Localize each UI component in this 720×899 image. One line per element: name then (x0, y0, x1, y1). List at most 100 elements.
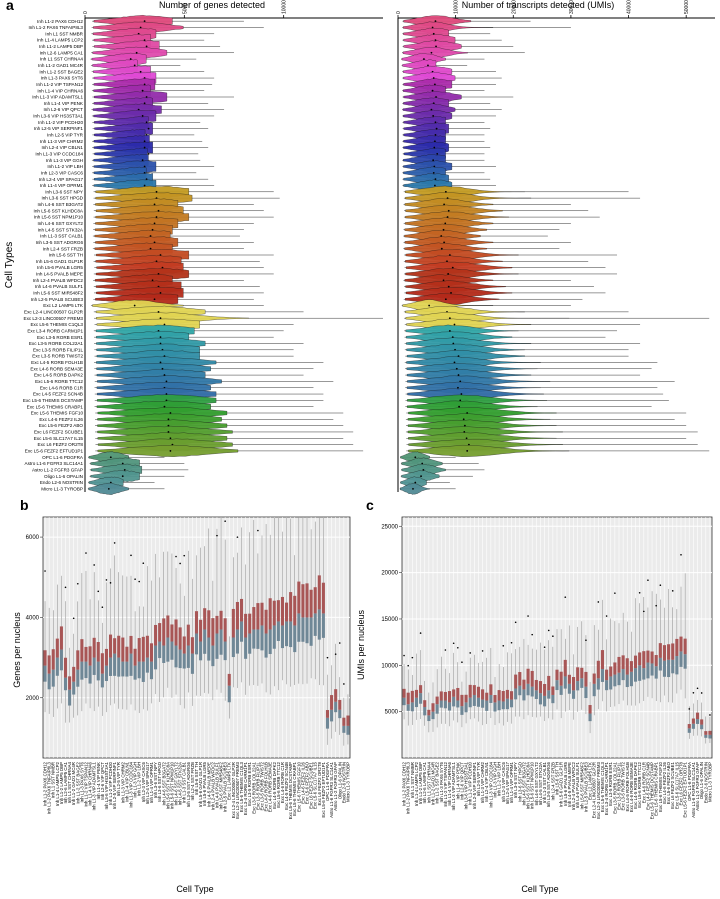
panel-b-xlabel: Cell Type (176, 884, 213, 894)
violin-median-point (433, 140, 436, 143)
box-upper (675, 638, 679, 657)
box-upper (609, 666, 613, 677)
box-lower (285, 621, 289, 647)
violin-median-point (446, 260, 448, 263)
box-lower (325, 717, 330, 729)
box-lower (621, 669, 625, 681)
box-lower (162, 645, 166, 663)
violin-median-point (163, 323, 166, 326)
outlier-point (655, 604, 657, 607)
cell-type-label: Inh L5-6 PVALB LGR5 (37, 265, 83, 270)
x-tick-label: Exc L3-4 RORB CARM1P1 (243, 761, 248, 815)
box-upper (646, 650, 650, 663)
outlier-point (527, 615, 529, 617)
box-upper (289, 592, 293, 622)
x-tick-label: Inh L2-4 PVALB WFDC2 (571, 761, 576, 810)
box-upper (309, 589, 313, 618)
x-tick-label: OPC L1-6 PDGFRA (687, 762, 692, 801)
x-tick-label: Exc L6 FEZF2 OR2T8 (679, 761, 684, 805)
violin-median-point (107, 487, 110, 490)
box-upper (654, 655, 658, 667)
box-lower (239, 621, 244, 642)
outlier-point (444, 649, 447, 651)
y-tick-label: 2000 (26, 696, 40, 702)
box-lower (55, 657, 59, 676)
outlier-point (597, 601, 600, 603)
outlier-point (343, 683, 345, 685)
x-tick-label: Exc L4-6 RORB SEMA3E (268, 762, 273, 812)
box-lower (215, 633, 219, 659)
panel-a-right-title: Number of transcripts detected (UMIs) (462, 0, 615, 10)
box-lower (68, 689, 72, 706)
x-tick-label: Inh L2-6 LAMP5 CA1 (422, 761, 427, 803)
x-tick-label: Inh L3-6 VIP HS3ST3A1 (104, 761, 109, 809)
box-lower (342, 725, 346, 733)
violin-median-point (446, 197, 449, 200)
box-upper (704, 731, 708, 735)
cell-type-label: Inh L1-2 VIP LBH (47, 164, 83, 169)
x-tick-label: Inh L1 SST CHRNA4 (426, 761, 431, 803)
cell-type-label: OPC L1-6 PDGFRA (42, 455, 84, 460)
cell-type-label: Inh L1-2 PAX6 TNFAIP8L3 (29, 25, 84, 30)
x-tick-label: Inh L2-4 VIP CBLN1 (484, 761, 489, 801)
violin-median-point (434, 121, 437, 124)
box-lower (203, 629, 207, 654)
box-upper (109, 634, 113, 658)
x-tick-label: Exc L2-4 LINC00507 GLP2R (592, 762, 597, 818)
x-tick-label: Exc L4-5 RORB FOLH1B (264, 762, 269, 812)
box-lower (154, 645, 158, 670)
x-tick-label: Inh L2-4 SST FRZB (550, 762, 555, 801)
box-lower (518, 685, 522, 696)
x-tick-label: Exc L6 FEZF2 OR2T8 (317, 761, 322, 805)
x-tick-label: Endo L2-6 NOSTRIN (703, 762, 708, 803)
violin-median-point (143, 146, 146, 149)
x-tick-label: Inh L4-6 SST GXYLT2 (174, 761, 179, 805)
outlier-point (709, 714, 711, 716)
outlier-point (64, 586, 67, 589)
x-tick-label: Inh L1-2 PAX6 CDH12 (43, 761, 48, 805)
box-upper (174, 619, 178, 646)
x-tick-label: Inh L1 SST NMBR (410, 762, 415, 798)
box-upper (63, 657, 68, 678)
cell-type-label: Exc L4-6 FEZF2 IL26 (39, 417, 83, 422)
x-tick-label: Inh L1-3 VIP ADAMTSL1 (451, 761, 456, 810)
cell-type-label: Oligo L1-6 OPALIN (44, 474, 83, 479)
box-lower (84, 661, 88, 679)
x-tick-label: Inh L4-5 PVALB MEPE (206, 762, 211, 807)
x-tick-label: Inh L1 SST CHRNA4 (67, 761, 72, 803)
box-upper (679, 636, 683, 652)
outlier-point (257, 529, 259, 532)
box-lower (584, 686, 588, 699)
box-upper (687, 724, 691, 729)
box-lower (679, 651, 683, 667)
outlier-point (688, 708, 691, 710)
box-lower (439, 700, 443, 708)
box-lower (186, 645, 190, 668)
x-tick-label: Inh L5-6 SST NPM1P10 (169, 761, 174, 809)
box-upper (268, 598, 272, 630)
outlier-point (101, 606, 104, 609)
violin-median-point (129, 58, 132, 60)
cell-type-label: Exc L2-3 LINC00507 FREM3 (24, 316, 84, 321)
violin-median-point (431, 26, 434, 29)
y-tick-label: 6000 (26, 535, 40, 541)
box-lower (505, 698, 509, 710)
x-tick-label: Exc L2 LAMP5 LTK (588, 762, 593, 800)
box-lower (100, 673, 104, 688)
violin-median-point (141, 89, 144, 92)
violin-median-point (149, 247, 152, 250)
box-upper (145, 635, 149, 658)
cell-type-label: Micro L1-3 TYROBP (41, 486, 83, 491)
x-tick-label: Inh L2-4 VIP SPAG17 (145, 761, 150, 804)
x-tick-label: Inh L1-2 GAD1 MC4R (431, 762, 436, 805)
violin-median-point (149, 235, 152, 237)
cell-type-label: Exc L6 FEZF2 SCUBE1 (34, 430, 83, 435)
cell-type-label: Inh L2-5 VIP SERPINF1 (34, 126, 84, 131)
x-tick-label: Exc L2-3 LINC00507 FREM3 (235, 761, 240, 818)
box-upper (72, 666, 76, 682)
x-tick-label: 50000 (684, 0, 690, 14)
outlier-point (179, 562, 181, 565)
x-tick-label: Inh L5-6 SST TH (555, 762, 560, 795)
box-lower (605, 680, 609, 691)
